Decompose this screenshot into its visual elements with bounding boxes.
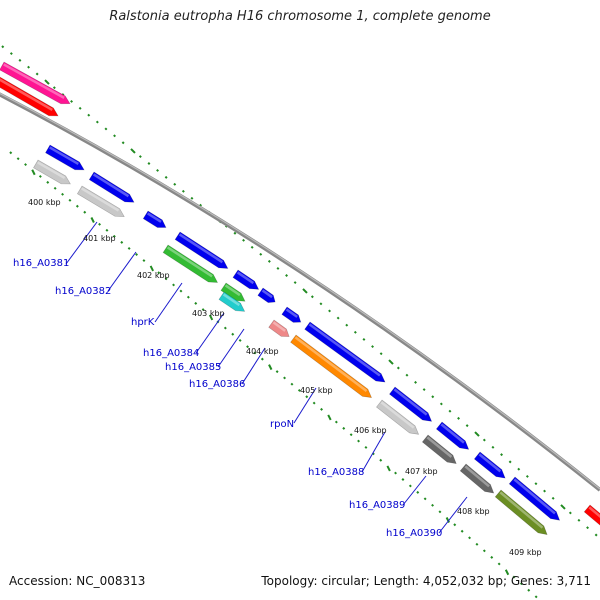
genome-summary-text: Topology: circular; Length: 4,052,032 bp… <box>261 574 591 588</box>
gene-label[interactable]: h16_A0386 <box>189 379 245 390</box>
feature-blue-3[interactable] <box>142 210 168 231</box>
gene-label[interactable]: h16_A0381 <box>13 258 69 269</box>
kbp-tick-label: 405 kbp <box>300 386 333 395</box>
gene-label[interactable]: h16_A0388 <box>308 467 364 478</box>
kbp-tick-label: 404 kbp <box>246 347 279 356</box>
feature-orange-rpoN[interactable] <box>290 334 375 401</box>
gene-label[interactable]: rpoN <box>270 419 294 430</box>
feature-blue-12[interactable] <box>508 476 562 524</box>
inner-tick-marks <box>9 151 538 599</box>
feature-olive[interactable] <box>494 489 550 538</box>
gene-label[interactable]: hprK <box>131 317 155 328</box>
page-title: Ralstonia eutropha H16 chromosome 1, com… <box>109 9 491 24</box>
outer-tick-marks <box>1 45 598 537</box>
feature-silver-2[interactable] <box>76 185 126 220</box>
kbp-tick-label: 403 kbp <box>192 309 225 318</box>
feature-blue-9[interactable] <box>389 386 434 425</box>
kbp-tick-label: 407 kbp <box>405 467 438 476</box>
kbp-tick-label: 408 kbp <box>457 507 490 516</box>
feature-cyan[interactable] <box>218 291 247 315</box>
feature-red-top[interactable] <box>0 75 60 120</box>
gene-label[interactable]: h16_A0385 <box>165 362 221 373</box>
feature-green-hprK[interactable] <box>162 244 220 286</box>
feature-darkgray-2[interactable] <box>459 463 496 497</box>
label-leader-lines <box>65 221 468 534</box>
feature-darkgray-1[interactable] <box>421 434 459 467</box>
kbp-tick-label: 401 kbp <box>83 234 116 243</box>
feature-blue-1[interactable] <box>45 144 87 174</box>
gene-label[interactable]: h16_A0390 <box>386 528 442 539</box>
feature-blue-4[interactable] <box>174 231 230 272</box>
feature-blue-7[interactable] <box>281 306 304 326</box>
feature-blue-2[interactable] <box>88 171 136 206</box>
feature-red-bottom[interactable] <box>583 504 600 531</box>
feature-magenta[interactable] <box>0 61 72 108</box>
feature-blue-11[interactable] <box>473 451 508 482</box>
kbp-tick-label: 406 kbp <box>354 426 387 435</box>
gene-label[interactable]: h16_A0382 <box>55 286 111 297</box>
feature-pink[interactable] <box>268 319 292 340</box>
chromosome-backbone <box>0 92 600 492</box>
gene-label[interactable]: h16_A0389 <box>349 500 405 511</box>
kbp-tick-label: 402 kbp <box>137 271 170 280</box>
feature-silver-3[interactable] <box>376 399 421 438</box>
feature-silver-1[interactable] <box>33 159 73 188</box>
feature-blue-10[interactable] <box>435 421 471 453</box>
kbp-tick-label: 409 kbp <box>509 548 542 557</box>
kbp-tick-label: 400 kbp <box>28 198 61 207</box>
feature-blue-8[interactable] <box>304 321 388 386</box>
feature-blue-6[interactable] <box>257 287 278 306</box>
feature-green-small[interactable] <box>220 282 248 305</box>
feature-blue-5[interactable] <box>232 269 261 293</box>
accession-text: Accession: NC_008313 <box>9 574 146 588</box>
gene-label[interactable]: h16_A0384 <box>143 348 199 359</box>
